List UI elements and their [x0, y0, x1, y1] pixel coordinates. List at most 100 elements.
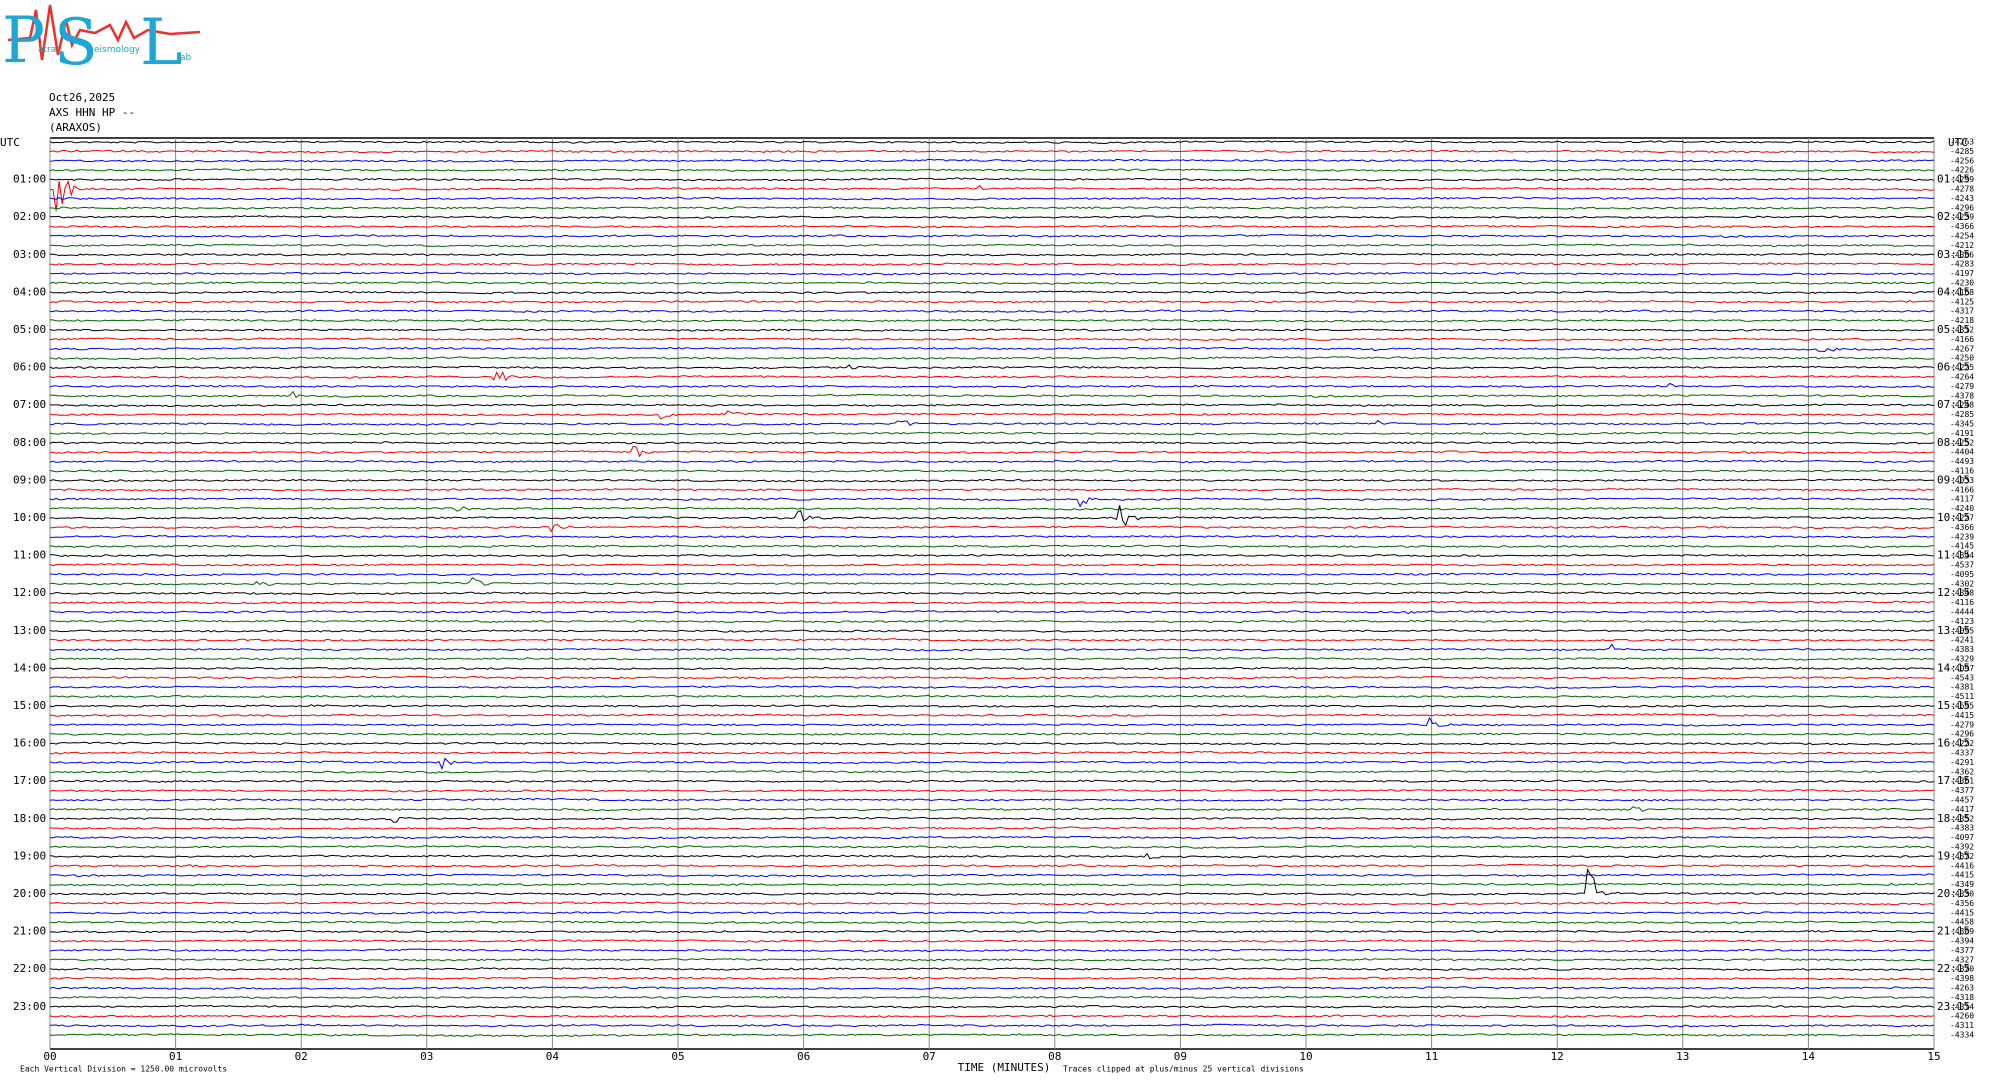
trace [49, 929, 1935, 934]
trace [50, 732, 1935, 736]
trace [50, 445, 1935, 458]
trace [50, 215, 1935, 220]
trace [49, 252, 1935, 257]
hour-label-left: 17:00 [13, 774, 46, 787]
hour-label-right: 21:15 [1937, 925, 1970, 938]
hour-label-right: 14:15 [1937, 661, 1970, 674]
hour-label-left: 08:00 [13, 436, 46, 449]
trace-offset: -4278 [1950, 185, 1974, 194]
trace-offset: -4362 [1950, 767, 1974, 776]
trace-offset: -4327 [1950, 955, 1974, 964]
trace-offset: -4116 [1950, 467, 1974, 476]
trace [50, 901, 1935, 906]
trace [49, 873, 1935, 878]
trace-offset: -4458 [1950, 918, 1974, 927]
trace [49, 826, 1935, 831]
trace-offset: -4243 [1950, 194, 1974, 203]
hour-label-left: 02:00 [13, 210, 46, 223]
trace [49, 757, 1935, 771]
trace [49, 986, 1935, 990]
trace [50, 318, 1935, 323]
trace [49, 469, 1935, 473]
trace [49, 224, 1935, 229]
trace-offset: -4212 [1950, 241, 1974, 250]
utc-left: UTC [0, 136, 20, 149]
trace [49, 478, 1934, 483]
trace-offset: -4145 [1950, 542, 1974, 551]
trace-offset: -4314 [1950, 1002, 1974, 1011]
trace [49, 505, 1935, 527]
axis-title: TIME (MINUTES) [958, 1061, 1051, 1074]
trace [49, 356, 1935, 361]
trace-offset: -4252 [1950, 438, 1974, 447]
trace-offset: -4348 [1950, 589, 1974, 598]
trace [49, 496, 1935, 508]
logo-letter: P [2, 4, 45, 78]
trace-offset: -4352 [1950, 814, 1974, 823]
trace [49, 390, 1935, 399]
trace-offset: -4239 [1950, 532, 1974, 541]
trace-offset: -4296 [1950, 203, 1974, 212]
hour-label-right: 18:15 [1937, 812, 1970, 825]
hour-label-right: 15:15 [1937, 699, 1970, 712]
trace-offset: -4334 [1950, 1031, 1974, 1040]
hour-label-left: 14:00 [13, 661, 46, 674]
trace-offset: -4283 [1950, 260, 1974, 269]
trace [49, 281, 1935, 285]
x-tick-label: 14 [1802, 1050, 1816, 1063]
trace [49, 967, 1935, 972]
trace-offset: -4356 [1950, 899, 1974, 908]
x-tick-label: 00 [43, 1050, 56, 1063]
trace-offset: -4227 [1950, 514, 1974, 523]
trace-offset: -4302 [1950, 579, 1974, 588]
trace [49, 788, 1934, 793]
trace [50, 750, 1935, 755]
hour-label-left: 21:00 [13, 925, 46, 938]
trace [49, 713, 1935, 718]
logo-word: ab [180, 53, 192, 63]
logo-letter: L [140, 6, 183, 80]
utc-right: UTC [1948, 136, 1968, 149]
trace [49, 656, 1935, 661]
trace-offset: -4383 [1950, 824, 1974, 833]
trace [49, 638, 1935, 642]
trace [49, 797, 1935, 802]
trace-offset: -4125 [1950, 297, 1974, 306]
trace [49, 1033, 1935, 1037]
hour-label-left: 12:00 [13, 586, 46, 599]
x-tick-label: 04 [546, 1050, 560, 1063]
trace [49, 177, 1935, 182]
trace-offset: -4444 [1950, 608, 1974, 617]
trace [49, 576, 1935, 587]
trace [49, 337, 1935, 342]
trace [49, 382, 1934, 389]
trace-offset: -4344 [1950, 551, 1974, 560]
trace [49, 403, 1934, 408]
trace-offset: -4309 [1950, 927, 1974, 936]
trace-offset: -4392 [1950, 843, 1974, 852]
trace-offset: -4372 [1950, 852, 1974, 861]
trace-offset: -4345 [1950, 420, 1974, 429]
hour-label-left: 20:00 [13, 887, 46, 900]
trace [49, 290, 1935, 295]
trace-offset: -4239 [1950, 213, 1974, 222]
trace [49, 441, 1935, 445]
hour-label-left: 22:00 [13, 962, 46, 975]
trace [49, 619, 1935, 624]
hour-label-right: 02:15 [1937, 210, 1970, 223]
hour-label-right: 01:15 [1937, 173, 1970, 186]
trace [50, 271, 1935, 276]
trace [49, 716, 1935, 727]
trace-offset: -4250 [1950, 354, 1974, 363]
trace-offset: -4398 [1950, 974, 1974, 983]
trace [49, 419, 1935, 426]
labels: 00 01 02 03 04 05 06 07 08 09 10 11 12 13 14 15-4263-42… [13, 138, 1974, 1064]
hour-label-right: 10:15 [1937, 511, 1970, 524]
logo-word: atras [38, 45, 61, 55]
trace [49, 459, 1935, 464]
trace [49, 806, 1935, 812]
trace-offset: -4312 [1950, 326, 1974, 335]
x-tick-label: 02 [295, 1050, 308, 1063]
trace [49, 852, 1935, 860]
hour-label-right: 04:15 [1937, 285, 1970, 298]
